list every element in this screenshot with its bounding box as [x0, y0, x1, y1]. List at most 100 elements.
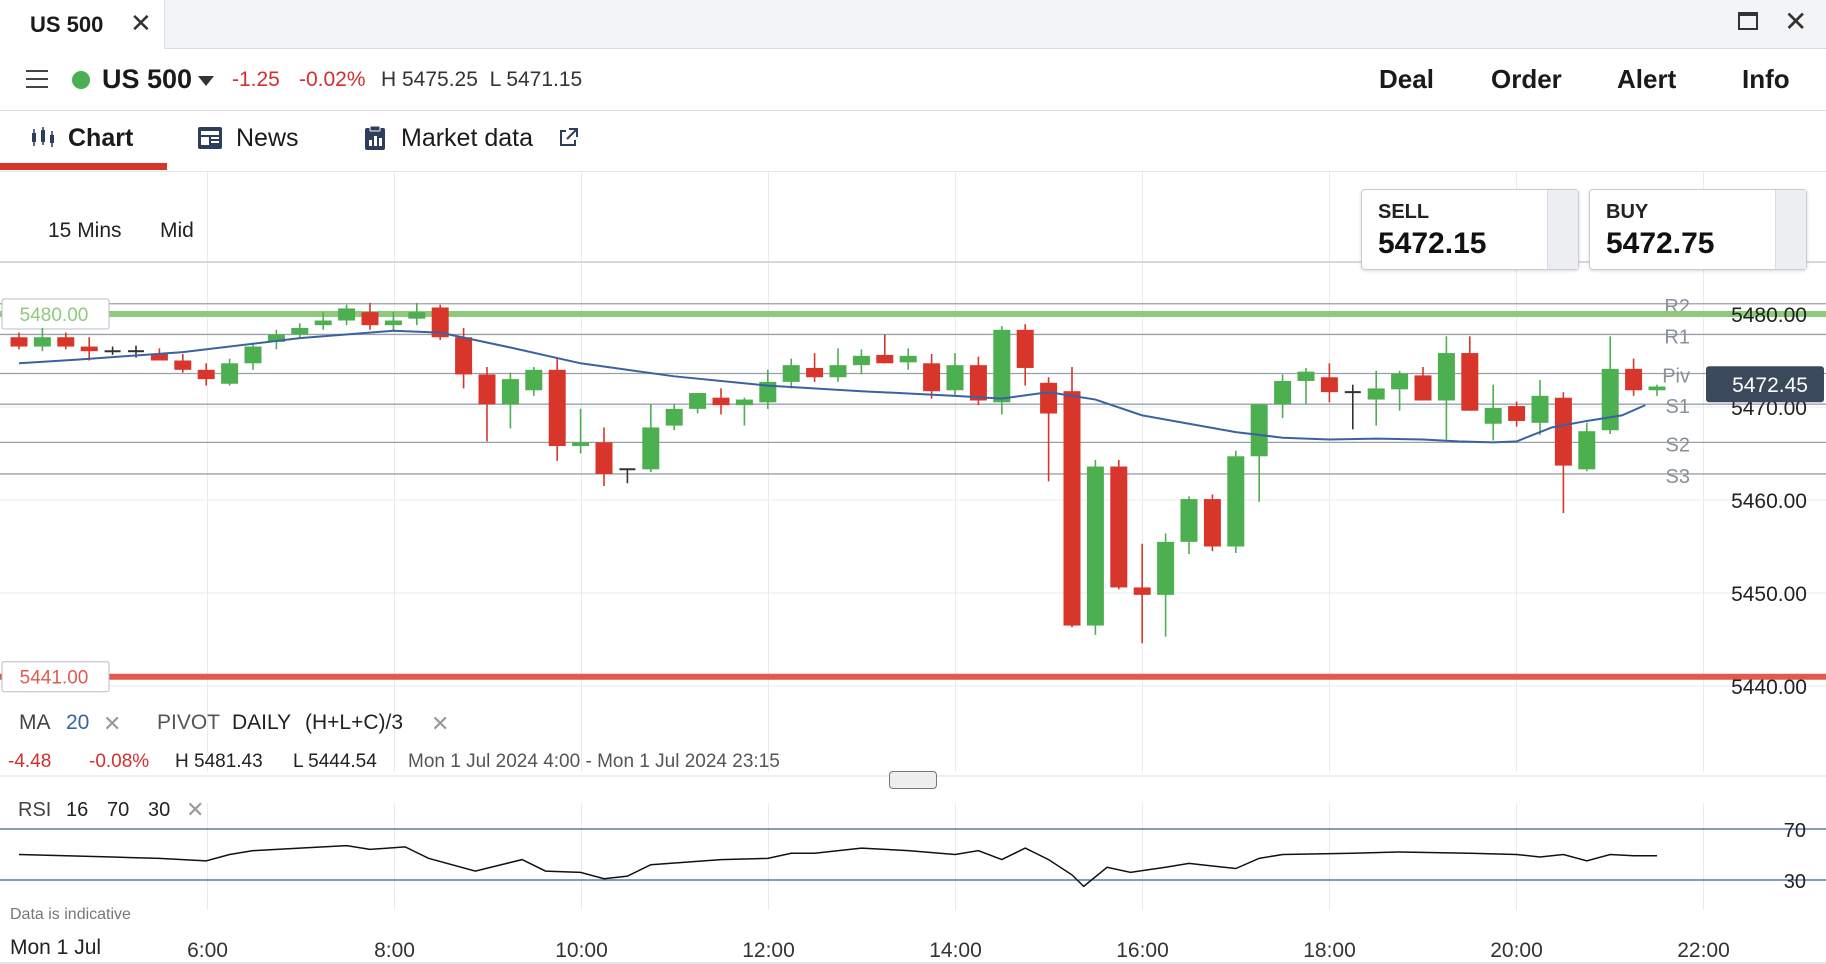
candle-body: [689, 393, 707, 409]
remove-rsi-icon[interactable]: ✕: [186, 797, 205, 822]
candle-body: [174, 360, 192, 370]
x-tick-label: 6:00: [187, 939, 228, 962]
x-tick-label: 12:00: [742, 939, 795, 962]
info-button[interactable]: Info: [1742, 64, 1790, 94]
pivot-label-s2: S2: [1666, 434, 1690, 456]
buy-price: 5472.75: [1606, 227, 1715, 260]
market-name[interactable]: US 500: [102, 64, 193, 94]
x-tick-label: 22:00: [1677, 939, 1730, 962]
clipboard-icon: [365, 125, 385, 150]
rsi-upper-axis-label: 70: [1784, 820, 1806, 842]
candle-body: [10, 337, 28, 347]
candle-body: [244, 346, 262, 364]
pane-resize-handle[interactable]: [889, 771, 937, 789]
buy-label: BUY: [1606, 201, 1649, 223]
pivot-label-r1: R1: [1664, 326, 1690, 348]
pivot-label-piv: Piv: [1662, 366, 1690, 388]
candle-body: [455, 337, 473, 375]
period-high: H 5481.43: [175, 751, 263, 772]
candle-body: [946, 365, 964, 391]
rsi-upper: 70: [107, 799, 130, 821]
candle-body: [923, 363, 941, 392]
alert-label-lower: 5441.00: [20, 668, 89, 689]
ma-label: MA: [19, 711, 51, 734]
candle-body: [1648, 386, 1666, 391]
candle-body: [1133, 587, 1151, 595]
alert-label-box-lower: [1, 661, 110, 693]
hamburger-menu-icon[interactable]: [26, 70, 48, 88]
rsi-lower-axis-label: 30: [1784, 871, 1806, 893]
candle-body: [197, 369, 215, 380]
candle-body: [1461, 353, 1479, 411]
sell-label: SELL: [1378, 201, 1430, 223]
price-change-pct: -0.02%: [299, 68, 366, 91]
candle-body: [876, 354, 894, 364]
period-low: L 5444.54: [293, 751, 377, 772]
buy-button[interactable]: BUY 5472.75: [1589, 189, 1807, 270]
sell-button[interactable]: SELL 5472.15: [1361, 189, 1579, 270]
high-low: H 5475.25 L 5471.15: [381, 68, 583, 91]
price-type-selector[interactable]: Mid: [160, 219, 194, 242]
tab-close-icon[interactable]: ✕: [130, 8, 152, 38]
rsi-label: RSI: [18, 799, 52, 821]
candle-body: [1484, 407, 1502, 424]
candle-body: [1063, 391, 1081, 626]
period-range: Mon 1 Jul 2024 4:00 - Mon 1 Jul 2024 23:…: [408, 751, 780, 772]
sell-button-strip: [1547, 190, 1578, 269]
buy-button-strip: [1775, 190, 1806, 269]
moving-average-line: [18, 329, 1646, 444]
window-tab-title: US 500: [30, 12, 104, 37]
candle-body: [782, 365, 800, 382]
external-link-icon[interactable]: [557, 127, 579, 149]
close-icon[interactable]: ✕: [1784, 6, 1808, 37]
pivot-label: PIVOT: [157, 711, 221, 734]
candle-body: [969, 365, 987, 401]
tab-market-data[interactable]: Market data: [401, 124, 534, 152]
pivot-label-s1: S1: [1666, 396, 1690, 418]
candle-body: [1391, 373, 1409, 390]
window-tab[interactable]: [0, 0, 165, 49]
candle-body: [759, 381, 777, 403]
candle-body: [1437, 353, 1455, 401]
date-label: Mon 1 Jul: [10, 936, 102, 959]
market-header: [0, 49, 1826, 111]
candle-body: [1625, 368, 1643, 391]
candle-body: [1016, 329, 1034, 368]
tab-chart[interactable]: Chart: [68, 124, 134, 152]
x-tick-label: 20:00: [1490, 939, 1543, 962]
candle-body: [1086, 466, 1104, 626]
candle-body: [993, 329, 1011, 403]
x-tick-label: 14:00: [929, 939, 982, 962]
alert-label-box-upper: [1, 298, 110, 330]
candle-body: [314, 320, 332, 326]
alert-button[interactable]: Alert: [1617, 64, 1677, 94]
remove-pivot-icon[interactable]: ✕: [431, 711, 450, 736]
active-tab-indicator: [0, 163, 167, 170]
tab-news[interactable]: News: [236, 124, 299, 152]
candle-body: [33, 337, 51, 347]
rsi-period: 16: [66, 799, 89, 821]
candle-body: [384, 320, 402, 326]
remove-ma-icon[interactable]: ✕: [103, 711, 122, 736]
candle-body: [665, 408, 683, 426]
pivot-formula: (H+L+C)/3: [305, 711, 404, 734]
timeframe-selector[interactable]: 15 Mins: [48, 219, 122, 242]
candle-body: [501, 379, 519, 405]
y-tick-label: 5450.00: [1731, 583, 1807, 606]
candle-body: [150, 353, 168, 361]
candle-body: [1320, 377, 1338, 393]
current-price-tag: [1706, 366, 1824, 403]
ma-period: 20: [66, 711, 90, 734]
price-chart[interactable]: 6:00 8:00 10:00 12:00 14:00 16:00 18:00 20:00 22…: [0, 172, 1826, 964]
view-tabs: [0, 111, 1826, 172]
deal-button[interactable]: Deal: [1379, 64, 1434, 94]
order-button[interactable]: Order: [1491, 64, 1562, 94]
period-change: -4.48: [8, 751, 52, 772]
chevron-down-icon[interactable]: [198, 76, 214, 86]
y-tick-label: 5480.00: [1731, 304, 1807, 327]
x-tick-label: 10:00: [555, 939, 608, 962]
maximize-icon[interactable]: [1738, 12, 1758, 30]
market-status-dot: [72, 71, 90, 89]
candle-body: [478, 374, 496, 405]
pivot-label-s3: S3: [1666, 466, 1690, 488]
